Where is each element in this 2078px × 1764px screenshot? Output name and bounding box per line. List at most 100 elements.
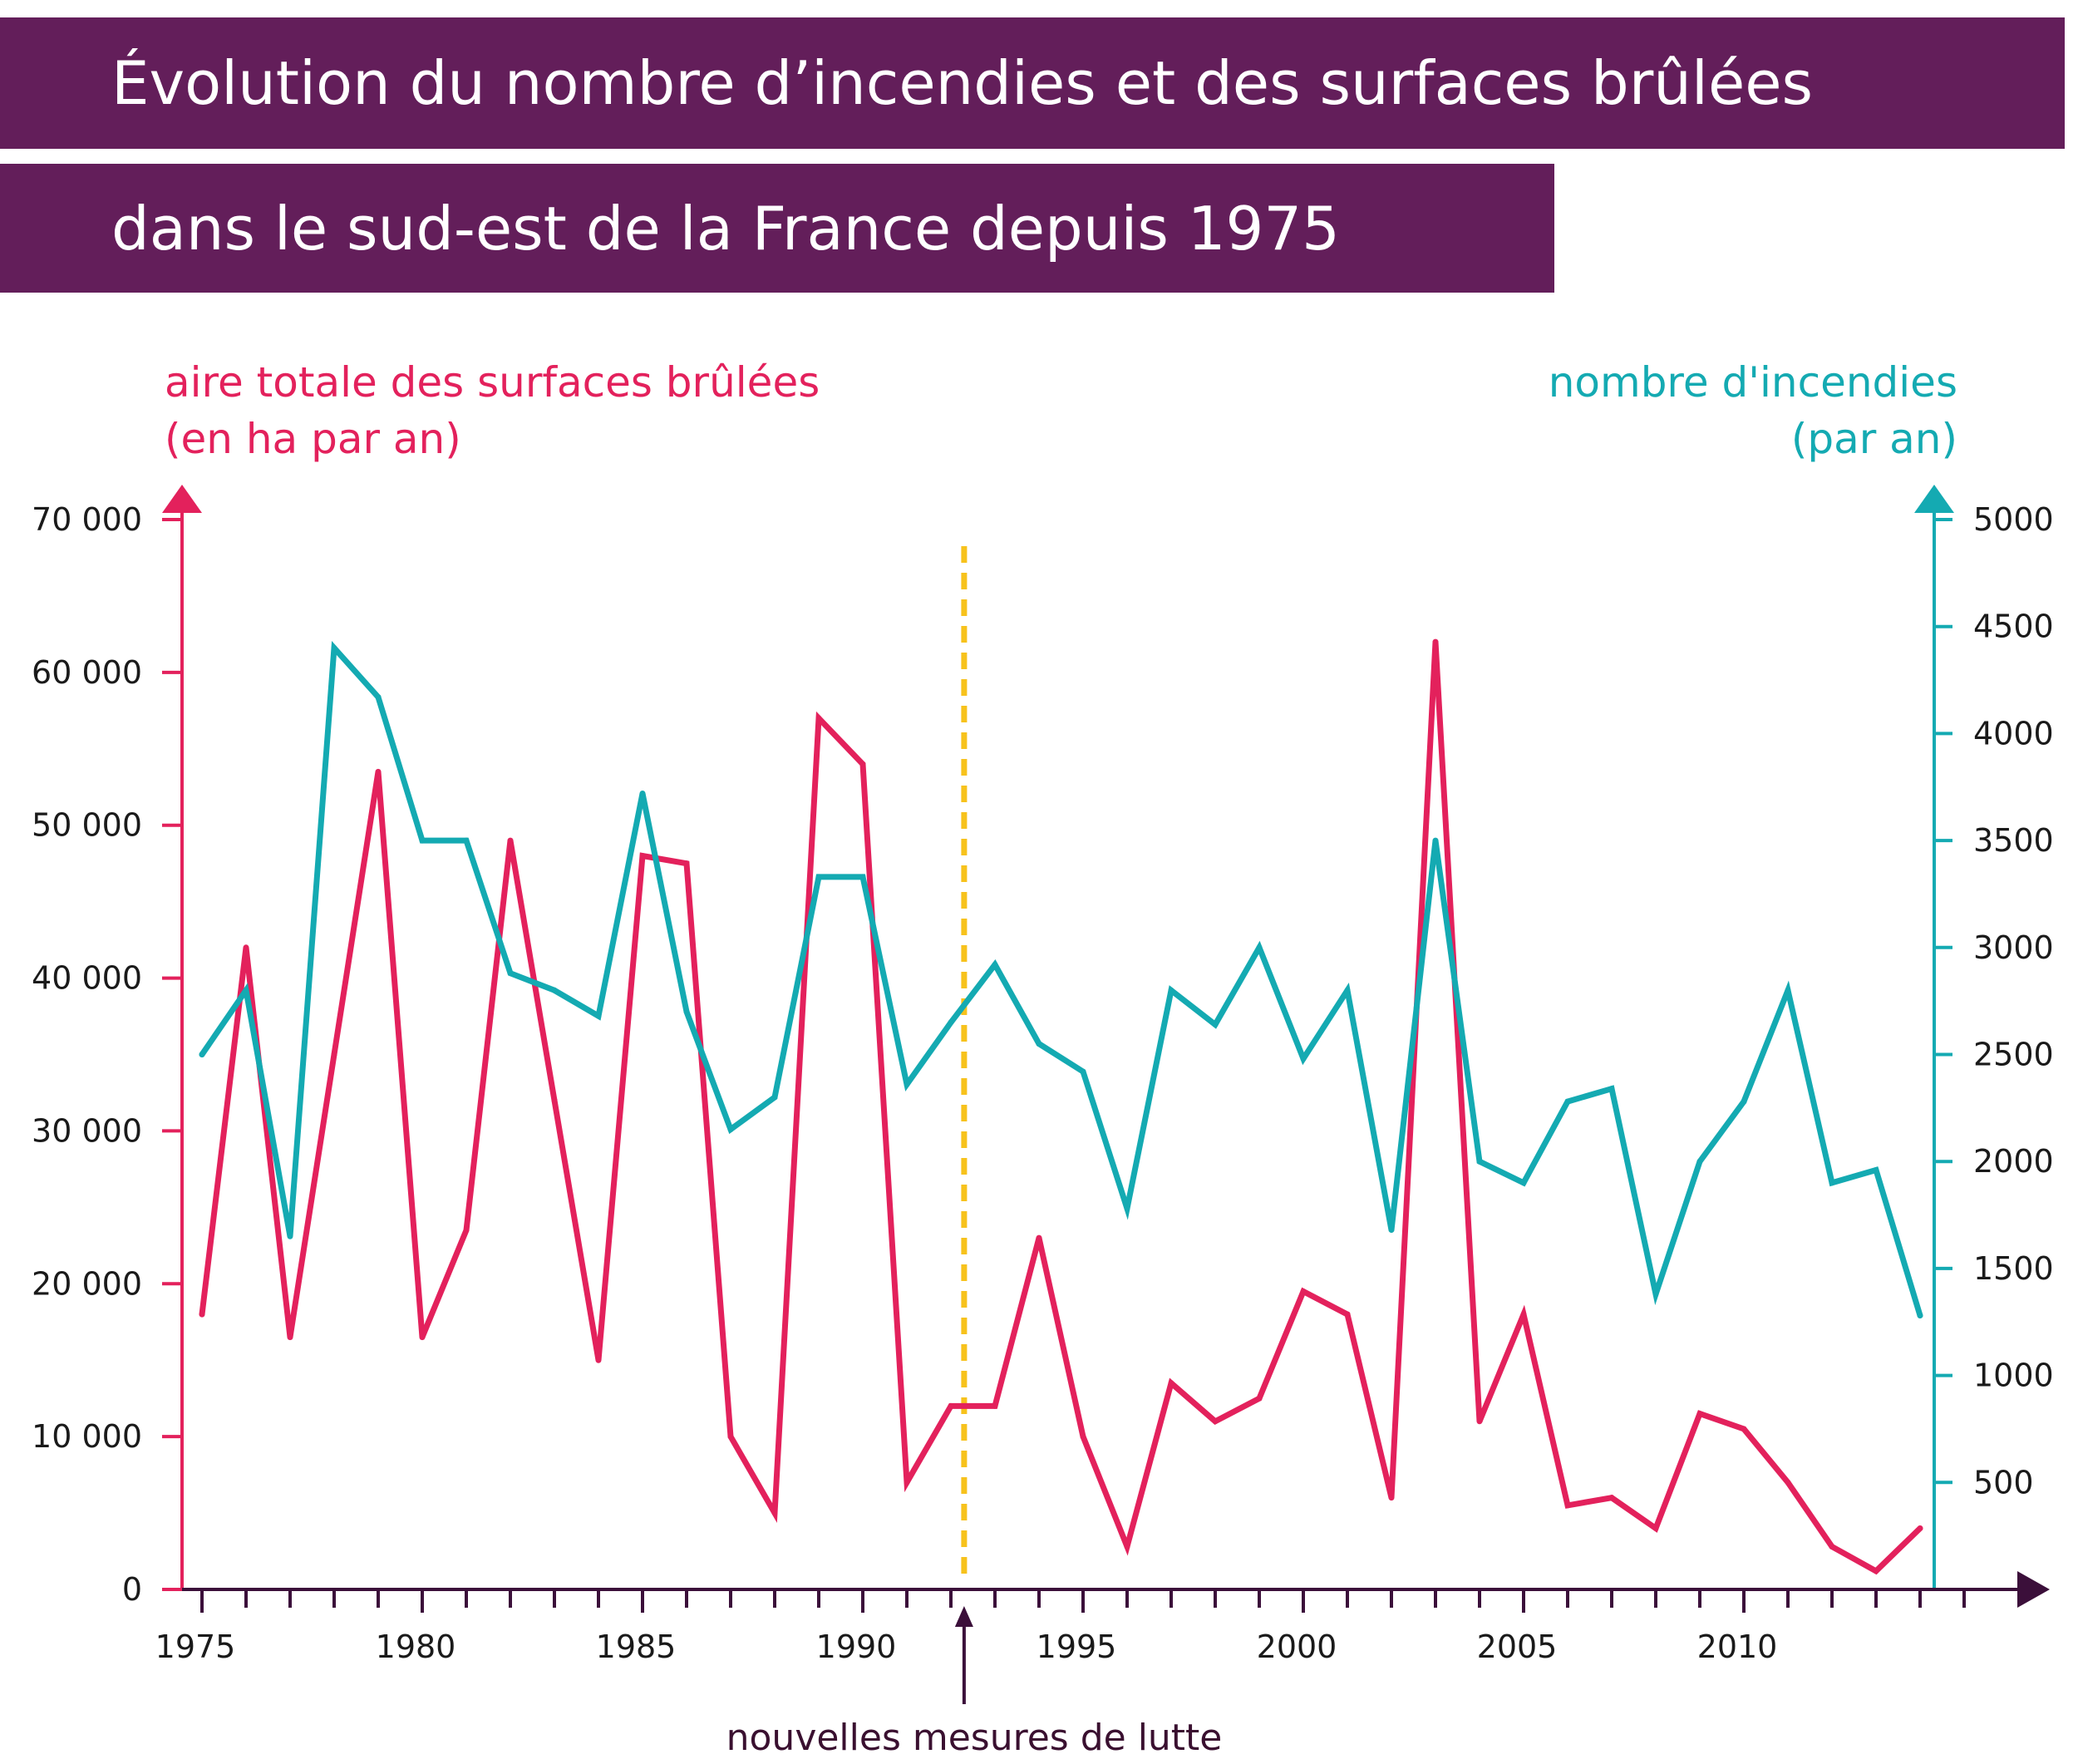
right-tick-label: 1000: [1973, 1357, 2054, 1394]
burned-area-point: [243, 944, 249, 951]
fire-count-point: [199, 1052, 205, 1057]
burned-area-point: [419, 1334, 426, 1341]
burned-area-point: [287, 1334, 293, 1341]
burned-area-point: [199, 1311, 205, 1318]
burned-area-point: [948, 1402, 954, 1409]
fire-count-point: [815, 874, 822, 880]
fire-count-point: [992, 961, 998, 968]
x-tick-label: 1985: [596, 1628, 677, 1665]
fire-count-point: [859, 874, 866, 880]
burned-area-point: [1036, 1234, 1042, 1241]
fire-count-point: [639, 790, 646, 796]
fire-count-point: [331, 644, 337, 651]
right-axis-unit: (par an): [1791, 415, 1957, 463]
fire-count-point: [1873, 1166, 1879, 1173]
x-tick-label: 1975: [155, 1628, 236, 1665]
fire-count-point: [1696, 1158, 1703, 1165]
x-axis-arrow: [2017, 1571, 2050, 1608]
fire-count-point: [948, 1019, 954, 1026]
right-tick-label: 2000: [1973, 1143, 2054, 1180]
fire-count-point: [1080, 1068, 1086, 1075]
fire-count-point: [1785, 987, 1791, 993]
left-tick-label: 40 000: [32, 960, 142, 997]
fire-count-point: [1036, 1041, 1042, 1047]
fire-count-point: [1652, 1291, 1659, 1298]
burned-area-point: [1124, 1544, 1130, 1550]
burned-area-point: [375, 768, 382, 775]
x-tick-label: 1995: [1037, 1628, 1117, 1665]
x-tick-label: 2005: [1477, 1628, 1558, 1665]
fire-count-point: [1432, 837, 1439, 844]
fire-count-point: [1476, 1158, 1483, 1165]
fire-count-point: [1300, 1056, 1307, 1062]
burned-area-point: [1829, 1544, 1835, 1550]
left-tick-label: 60 000: [32, 654, 142, 691]
fire-count-point: [771, 1094, 778, 1101]
left-tick-label: 70 000: [32, 501, 142, 538]
x-tick-label: 2010: [1697, 1628, 1778, 1665]
left-tick-label: 20 000: [32, 1265, 142, 1302]
burned-area-point: [1520, 1311, 1527, 1318]
right-tick-label: 3000: [1973, 929, 2054, 966]
fire-count-point: [1124, 1205, 1130, 1212]
burned-area-point: [1168, 1380, 1174, 1387]
left-tick-label: 30 000: [32, 1112, 142, 1149]
burned-area-point: [1388, 1495, 1395, 1501]
burned-area-point: [595, 1357, 602, 1363]
annotation-label: nouvelles mesures de lutte: [726, 1717, 1223, 1759]
fire-count-point: [375, 694, 382, 701]
right-tick-label: 1500: [1973, 1250, 2054, 1287]
fire-count-point: [419, 837, 426, 844]
right-tick-label: 3500: [1973, 822, 2054, 859]
right-tick-label: 4500: [1973, 609, 2054, 645]
burned-area-point: [771, 1510, 778, 1516]
right-tick-label: 4000: [1973, 715, 2054, 751]
left-axis-title: aire totale des surfaces brûlées: [165, 358, 820, 407]
x-tick-label: 1980: [376, 1628, 456, 1665]
burned-area-point: [1256, 1395, 1263, 1402]
fire-count-point: [904, 1082, 910, 1088]
burned-area-point: [683, 860, 690, 867]
right-tick-label: 5000: [1973, 501, 2054, 538]
fire-count-point: [1520, 1180, 1527, 1186]
burned-area-point: [1344, 1311, 1351, 1318]
burned-area-point: [1300, 1288, 1307, 1294]
fire-count-point: [683, 1008, 690, 1015]
burned-area-point: [1476, 1418, 1483, 1425]
burned-area-point: [992, 1402, 998, 1409]
fire-count-point: [1388, 1227, 1395, 1234]
burned-area-point: [1608, 1495, 1615, 1501]
fire-count-point: [243, 987, 249, 993]
burned-area-point: [904, 1479, 910, 1486]
burned-area-point: [815, 715, 822, 722]
burned-area-point: [1432, 638, 1439, 645]
left-axis-arrow: [162, 485, 202, 513]
burned-area-point: [639, 852, 646, 859]
fire-count-point: [1212, 1021, 1219, 1027]
left-tick-label: 10 000: [32, 1418, 142, 1455]
left-tick-label: 0: [122, 1571, 142, 1608]
right-tick-label: 500: [1973, 1464, 2034, 1500]
burned-area-point: [463, 1227, 470, 1234]
fire-count-line: [199, 640, 1923, 1318]
fire-count-point: [507, 970, 514, 977]
title-line-2: dans le sud-est de la France depuis 1975: [0, 164, 1554, 293]
fire-count-point: [1829, 1180, 1835, 1186]
fire-count-point: [1256, 944, 1263, 951]
burned-area-point: [1080, 1433, 1086, 1440]
right-tick-label: 2500: [1973, 1037, 2054, 1073]
fire-count-point: [1564, 1098, 1571, 1105]
right-axis-title: nombre d'incendies: [1549, 358, 1957, 407]
fire-count-point: [595, 1013, 602, 1019]
fire-count-point: [1917, 1313, 1923, 1319]
burned-area-point: [1917, 1525, 1923, 1531]
title-line-1: Évolution du nombre d’incendies et des s…: [0, 17, 2065, 149]
burned-area-point: [1212, 1418, 1219, 1425]
annotation-arrow-head: [954, 1606, 973, 1627]
left-axis-unit: (en ha par an): [165, 415, 461, 463]
fire-count-point: [727, 1126, 734, 1133]
burned-area-point: [1873, 1568, 1879, 1574]
fire-count-point: [551, 987, 558, 993]
burned-area-point: [331, 1052, 337, 1057]
